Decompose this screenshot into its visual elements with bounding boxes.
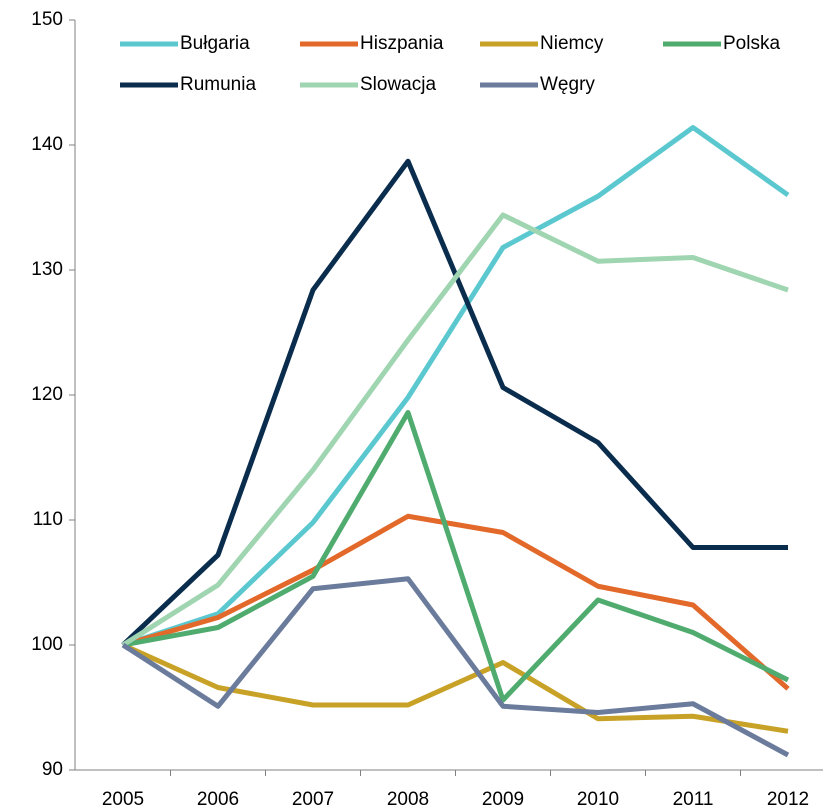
legend-label: Rumunia <box>180 74 256 95</box>
series-line <box>122 125 790 648</box>
legend-label: Niemcy <box>540 33 604 54</box>
x-tick-label: 2008 <box>387 789 429 810</box>
series-line <box>121 642 789 734</box>
y-tick-label: 140 <box>31 134 63 155</box>
legend-label: Polska <box>723 33 780 54</box>
series-line <box>122 410 790 703</box>
series-line <box>121 576 790 758</box>
y-tick-label: 150 <box>31 9 63 30</box>
x-tick-label: 2005 <box>102 789 144 810</box>
legend-label: Bułgaria <box>180 33 250 54</box>
y-tick-label: 90 <box>42 759 63 780</box>
y-tick-label: 110 <box>33 509 63 530</box>
legend-label: Hiszpania <box>360 33 444 54</box>
x-tick-label: 2009 <box>482 789 524 810</box>
y-tick-label: 120 <box>31 384 63 405</box>
y-tick-label: 100 <box>31 634 63 655</box>
series-line <box>121 158 788 647</box>
x-tick-label: 2012 <box>767 789 809 810</box>
legend-label: Węgry <box>540 74 595 95</box>
x-tick-label: 2011 <box>673 789 714 810</box>
x-tick-label: 2006 <box>197 789 239 810</box>
legend-label: Slowacja <box>360 74 436 95</box>
series-line <box>122 513 790 691</box>
y-tick-label: 130 <box>31 259 63 280</box>
x-tick-label: 2007 <box>292 789 334 810</box>
series-line <box>121 212 789 648</box>
x-tick-label: 2010 <box>577 789 619 810</box>
